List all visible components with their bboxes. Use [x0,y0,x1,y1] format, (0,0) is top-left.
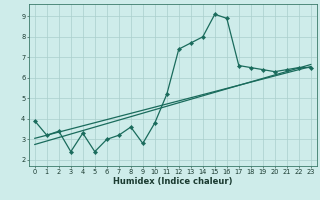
X-axis label: Humidex (Indice chaleur): Humidex (Indice chaleur) [113,177,233,186]
